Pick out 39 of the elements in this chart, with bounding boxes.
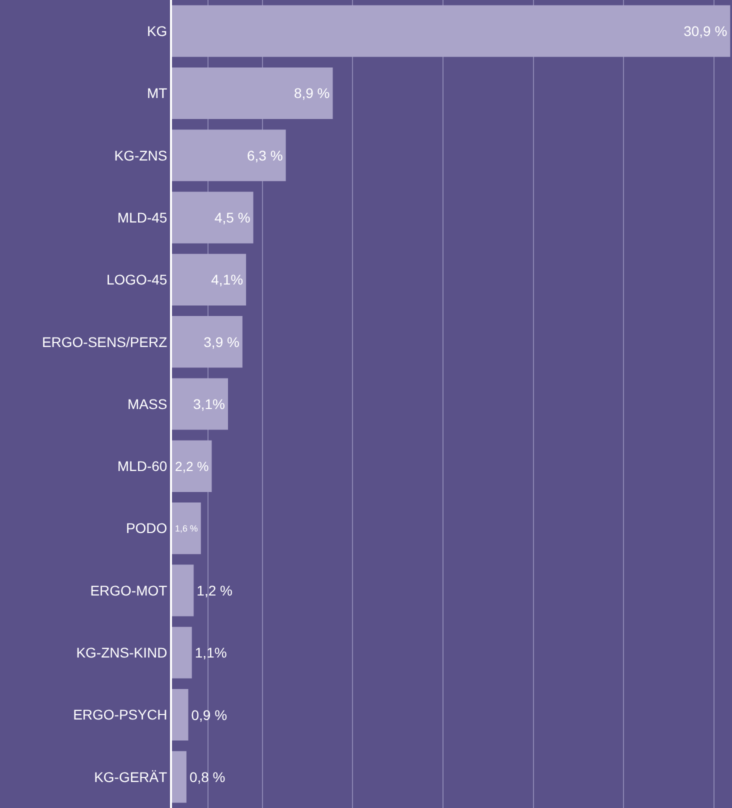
y-tick-label: MLD-45 — [117, 209, 168, 226]
bar — [172, 192, 254, 244]
bar — [172, 130, 286, 182]
bar — [172, 440, 212, 492]
data-label: 1,2 % — [196, 582, 232, 598]
data-label: 0,9 % — [191, 706, 228, 723]
bar — [172, 688, 188, 741]
data-label: 8,9 % — [294, 85, 330, 102]
bar — [172, 751, 186, 803]
y-tick-label: KG-GERÄT — [94, 768, 168, 785]
y-tick-label: MLD-60 — [117, 458, 168, 474]
y-tick-label: MASS — [128, 396, 168, 412]
bar — [172, 5, 730, 57]
y-tick-label: PODO — [126, 520, 168, 536]
data-label: 4,1% — [211, 272, 244, 288]
bar — [172, 67, 333, 120]
y-tick-label: ERGO-PSYCH — [73, 706, 168, 723]
data-label: 6,3 % — [246, 147, 283, 164]
data-label: 2,2 % — [175, 458, 209, 474]
y-tick-label: KG — [146, 22, 168, 39]
y-tick-label: KG-ZNS-KIND — [76, 644, 168, 661]
data-label: 3,9 % — [204, 334, 240, 350]
y-tick-label: KG-ZNS — [114, 147, 168, 164]
y-tick-label: MT — [146, 85, 168, 102]
data-label: 4,5 % — [214, 210, 250, 226]
y-tick-label: ERGO-MOT — [90, 582, 168, 598]
bar — [172, 626, 192, 678]
bar — [172, 502, 201, 554]
y-tick-label: ERGO-SENS/PERZ — [42, 334, 168, 350]
bar — [172, 254, 246, 306]
y-tick-label: LOGO-45 — [106, 272, 168, 288]
bar — [172, 564, 194, 616]
data-label: 3,1% — [193, 396, 225, 412]
data-label: 0,8 % — [189, 768, 226, 785]
data-label: 30,9 % — [684, 23, 728, 40]
bar — [172, 316, 242, 368]
data-label: 1,1% — [194, 644, 227, 661]
data-label: 1,6 % — [175, 524, 198, 534]
bar — [172, 378, 228, 430]
